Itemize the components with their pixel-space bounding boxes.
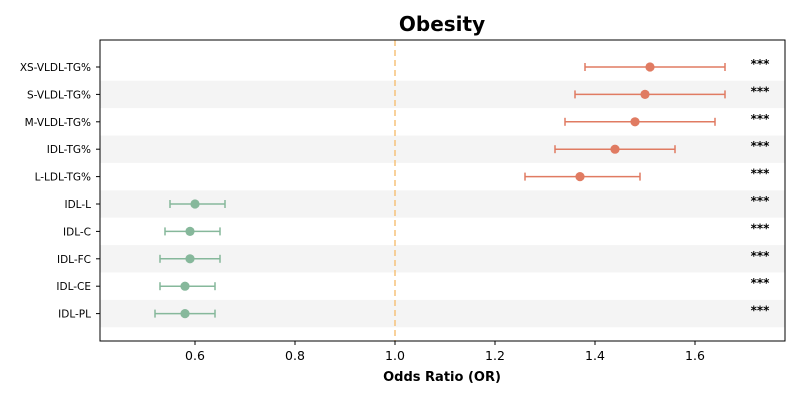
y-tick-label: L-LDL-TG% xyxy=(35,172,91,184)
significance-label: *** xyxy=(751,194,771,208)
odds-ratio-point xyxy=(640,89,650,99)
x-axis-title: Odds Ratio (OR) xyxy=(383,370,501,385)
significance-label: *** xyxy=(751,304,771,318)
y-axis: XS-VLDL-TG% S-VLDL-TG% M-VLDL-TG% IDL-TG% L-… xyxy=(20,62,100,321)
significance-label: *** xyxy=(751,276,771,290)
x-tick-label: 1.6 xyxy=(685,348,705,363)
y-tick-label: IDL-C xyxy=(63,226,91,238)
significance-label: *** xyxy=(751,221,771,235)
y-tick-label: M-VLDL-TG% xyxy=(25,117,91,129)
x-tick-label: 0.8 xyxy=(285,348,305,363)
odds-ratio-point xyxy=(630,117,640,127)
odds-ratio-point xyxy=(190,199,200,209)
odds-ratio-point xyxy=(610,144,620,154)
odds-ratio-point xyxy=(180,309,190,319)
x-tick-label: 0.6 xyxy=(185,348,205,363)
odds-ratio-point xyxy=(180,281,190,291)
odds-ratio-point xyxy=(185,226,195,236)
y-tick-label: IDL-TG% xyxy=(47,144,91,156)
x-tick-label: 1.2 xyxy=(485,348,505,363)
odds-ratio-point xyxy=(645,62,655,72)
significance-label: *** xyxy=(751,112,771,126)
row-band xyxy=(100,135,785,163)
x-tick-label: 1.0 xyxy=(385,348,405,363)
odds-ratio-point xyxy=(185,254,195,264)
y-tick-label: IDL-L xyxy=(65,199,92,211)
significance-label: *** xyxy=(751,139,771,153)
chart-title: Obesity xyxy=(399,12,485,36)
significance-label: *** xyxy=(751,249,771,263)
significance-label: *** xyxy=(751,84,771,98)
significance-label: *** xyxy=(751,57,771,71)
y-tick-label: IDL-PL xyxy=(58,309,91,321)
y-tick-label: S-VLDL-TG% xyxy=(27,89,91,101)
odds-ratio-point xyxy=(575,172,585,182)
x-tick-label: 1.4 xyxy=(585,348,605,363)
y-tick-label: IDL-FC xyxy=(57,254,91,266)
y-tick-label: XS-VLDL-TG% xyxy=(20,62,91,74)
y-tick-label: IDL-CE xyxy=(56,281,91,293)
data-marks: *** *** *** *** *** *** *** *** *** *** xyxy=(154,57,771,319)
plot-frame xyxy=(99,39,786,342)
significance-label: *** xyxy=(751,167,771,181)
x-axis: 0.6 0.8 1.0 1.2 1.4 1.6 xyxy=(185,341,705,363)
